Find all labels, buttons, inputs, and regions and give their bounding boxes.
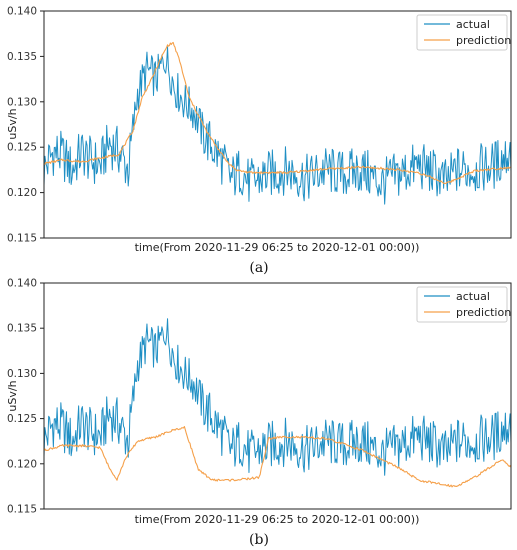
series-line-prediction — [43, 41, 512, 185]
legend: actual prediction — [416, 14, 511, 51]
y-tick-label: 0.135 — [7, 51, 37, 63]
series-line-actual — [43, 46, 512, 205]
y-tick-label: 0.125 — [7, 413, 37, 425]
y-tick-label: 0.130 — [7, 368, 37, 380]
y-tick-label: 0.130 — [7, 96, 37, 108]
panel-caption: (b) — [249, 532, 269, 548]
y-tick-label: 0.120 — [7, 458, 37, 470]
panel-caption: (a) — [249, 260, 268, 276]
series-line-actual — [43, 318, 512, 476]
y-axis-label: uSv/h — [6, 108, 19, 139]
y-tick-label: 0.135 — [7, 323, 37, 335]
plot-frame — [43, 10, 512, 239]
legend-label-prediction: prediction — [456, 34, 511, 47]
legend-label-actual: actual — [456, 18, 490, 31]
legend: actual prediction — [416, 286, 511, 323]
chart-panel-a: 0.115 0.120 0.125 0.130 0.135 0.140 uSv/h tim… — [6, 6, 512, 276]
y-tick-label: 0.115 — [7, 504, 37, 516]
legend-label-prediction: prediction — [456, 306, 511, 319]
y-tick-label: 0.140 — [7, 6, 37, 18]
y-tick-label: 0.140 — [7, 278, 37, 290]
x-axis-label: time(From 2020-11-29 06:25 to 2020-12-01… — [135, 513, 420, 526]
legend-label-actual: actual — [456, 290, 490, 303]
chart-panel-b: 0.115 0.120 0.125 0.130 0.135 0.140 uSv/h tim… — [6, 278, 512, 548]
series-line-prediction — [43, 425, 512, 488]
y-tick-label: 0.125 — [7, 142, 37, 154]
y-tick-label: 0.115 — [7, 233, 37, 245]
y-tick-label: 0.120 — [7, 187, 37, 199]
y-axis-label: uSv/h — [6, 380, 19, 411]
plot-frame — [43, 282, 512, 510]
x-axis-label: time(From 2020-11-29 06:25 to 2020-12-01… — [135, 241, 420, 254]
